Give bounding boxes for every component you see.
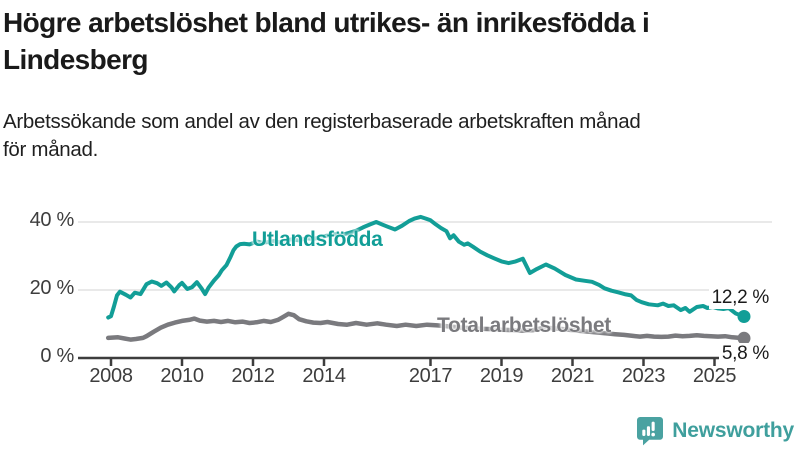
exclamation-dot — [651, 432, 656, 437]
series-label-0: Utlandsfödda — [252, 228, 383, 251]
exclamation-bar — [651, 421, 655, 431]
x-axis-label-2008: 2008 — [89, 365, 133, 387]
y-axis-label-20: 20 % — [29, 277, 75, 299]
bar-2 — [647, 426, 651, 436]
x-axis-label-2021: 2021 — [550, 365, 595, 387]
series-line-1 — [105, 311, 747, 342]
series-end-value-1: 5,8 % — [718, 343, 772, 366]
x-axis-label-2010: 2010 — [160, 365, 204, 387]
newsworthy-logo[interactable]: Newsworthy — [636, 416, 794, 446]
series-label-1: Total arbetslöshet — [437, 314, 611, 337]
x-axis-label-2017: 2017 — [408, 365, 453, 387]
x-axis-label-2014: 2014 — [302, 365, 346, 387]
x-axis-label-2025: 2025 — [692, 365, 737, 387]
chart-title: Högre arbetslöshet bland utrikes- än inr… — [3, 7, 650, 75]
y-axis-label-40: 40 % — [29, 209, 75, 231]
bar-1 — [642, 429, 646, 436]
newsworthy-bubble-chart-icon — [637, 417, 664, 446]
series-end-dot-1 — [737, 331, 751, 345]
series-line-0 — [106, 214, 746, 320]
series-end-value-0: 12,2 % — [708, 286, 772, 309]
chart-subtitle: Arbetssökande som andel av den registerb… — [3, 110, 641, 161]
x-axis-label-2019: 2019 — [479, 365, 524, 387]
y-axis-label-0: 0 % — [40, 345, 74, 367]
newsworthy-wordmark: Newsworthy — [672, 419, 794, 442]
x-axis-label-2023: 2023 — [621, 365, 666, 387]
series-end-dot-0 — [737, 310, 751, 323]
x-axis-label-2012: 2012 — [231, 365, 275, 387]
